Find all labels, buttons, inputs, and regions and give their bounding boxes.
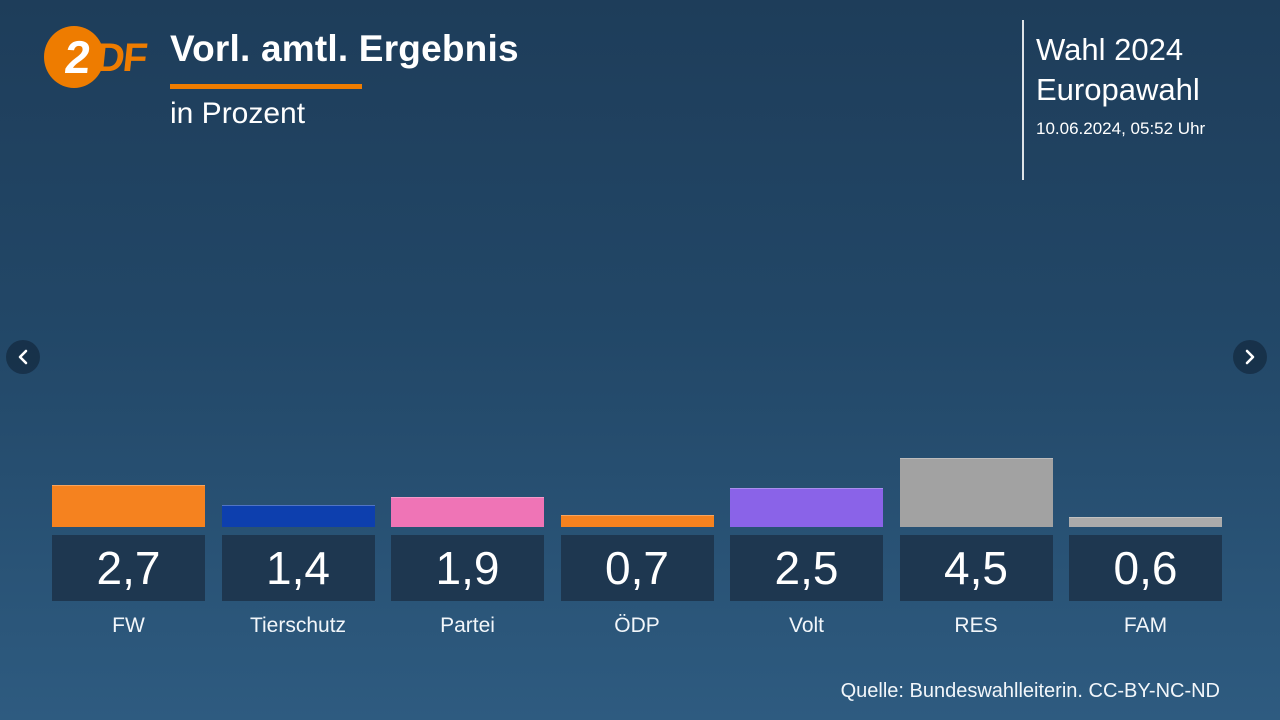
party-label: Partei [440, 614, 495, 637]
party-label: Volt [788, 614, 825, 637]
chart-column: 0,6 FAM [1069, 457, 1222, 638]
value-box: 0,6 [1069, 535, 1222, 601]
title-underline [170, 84, 362, 89]
page-title: Vorl. amtl. Ergebnis [170, 28, 519, 69]
bar-area [560, 457, 714, 527]
bar [221, 504, 375, 527]
bar [391, 497, 544, 527]
bar-area [1069, 457, 1222, 527]
chart-column: 4,5 RES [899, 457, 1053, 638]
chart-column: 2,5 Volt [730, 457, 883, 638]
chevron-right-icon [1243, 349, 1257, 365]
carousel-next-button[interactable] [1233, 340, 1267, 374]
value-box: 1,4 [221, 535, 375, 601]
bar-area [391, 457, 544, 527]
value-box: 2,7 [52, 535, 205, 601]
value-box: 4,5 [899, 535, 1053, 601]
chart-column: 2,7 FW [52, 457, 205, 638]
bar [730, 488, 883, 527]
party-label: Tierschutz [249, 614, 347, 637]
chevron-left-icon [16, 349, 30, 365]
election-name-line1: Wahl 2024 [1036, 32, 1184, 67]
bar [52, 485, 205, 527]
timestamp: 10.06.2024, 05:52 Uhr [1036, 119, 1206, 138]
election-name-line2: Europawahl [1036, 72, 1200, 107]
value-box: 2,5 [730, 535, 883, 601]
carousel-prev-button[interactable] [6, 340, 40, 374]
party-label: RES [954, 614, 998, 637]
header-divider [1022, 20, 1024, 180]
value-box: 1,9 [391, 535, 544, 601]
election-info: Wahl 2024 Europawahl 10.06.2024, 05:52 U… [1036, 30, 1246, 139]
chart-column: 1,9 Partei [391, 457, 544, 638]
source-attribution: Quelle: Bundeswahlleiterin. CC-BY-NC-ND [840, 680, 1220, 702]
bar [899, 458, 1053, 527]
bar-area [52, 457, 205, 527]
zdf-logo-df: DF [93, 36, 148, 80]
bar [1069, 516, 1222, 527]
bar-chart: 2,7 FW 1,4 Tierschutz 1,9 Partei 0,7 ÖDP 2,5 Volt… [52, 457, 1222, 638]
party-label: ÖDP [614, 614, 660, 637]
chart-column: 1,4 Tierschutz [221, 457, 375, 638]
zdf-logo-disc [44, 26, 104, 88]
party-label: FW [112, 614, 145, 637]
bar-area [221, 457, 375, 527]
party-label: FAM [1123, 614, 1168, 637]
chart-column: 0,7 ÖDP [560, 457, 714, 638]
bar [560, 515, 714, 527]
bar-area [730, 457, 883, 527]
bar-area [899, 457, 1053, 527]
zdf-logo: 2 DF [44, 26, 148, 92]
value-box: 0,7 [560, 535, 714, 601]
page-subtitle: in Prozent [170, 97, 306, 130]
